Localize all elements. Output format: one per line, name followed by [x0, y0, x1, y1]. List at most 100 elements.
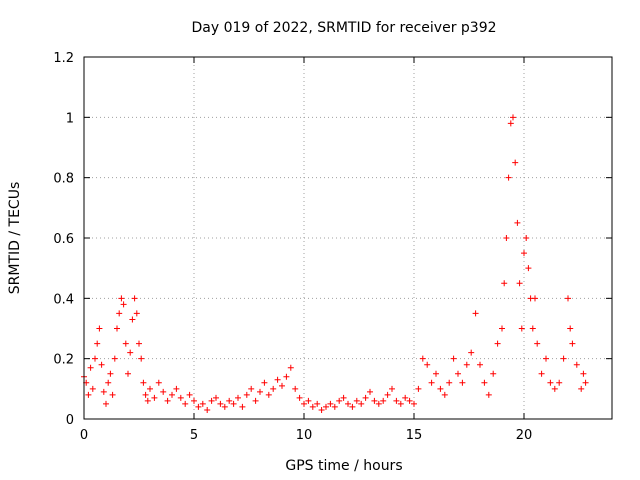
data-point [336, 397, 343, 404]
data-point [274, 376, 281, 383]
data-point [472, 310, 479, 317]
data-point [105, 379, 112, 386]
data-point [292, 385, 299, 392]
data-point [85, 391, 92, 398]
data-point [127, 349, 134, 356]
data-point [371, 397, 378, 404]
data-point [204, 406, 211, 413]
data-point [353, 397, 360, 404]
data-point [96, 325, 103, 332]
data-point [437, 385, 444, 392]
data-point [345, 400, 351, 407]
data-point [89, 385, 96, 392]
data-point [485, 391, 492, 398]
data-point [261, 379, 268, 386]
data-point [186, 391, 193, 398]
data-point [523, 235, 530, 241]
data-point [525, 265, 532, 272]
data-point [406, 397, 413, 404]
data-point [358, 400, 365, 407]
data-point [477, 361, 483, 368]
data-point [239, 403, 246, 410]
data-point [573, 361, 580, 368]
data-point [560, 355, 567, 362]
chart-title: Day 019 of 2022, SRMTID for receiver p39… [191, 20, 496, 36]
data-point [235, 394, 241, 401]
data-point [283, 373, 290, 380]
data-point [510, 114, 516, 121]
data-point [362, 394, 369, 401]
data-point [92, 355, 98, 362]
data-point [118, 295, 125, 302]
y-axis-label: SRMTID / TECUs [7, 182, 23, 295]
data-point [419, 355, 426, 362]
data-point [556, 379, 563, 386]
data-point [116, 310, 123, 317]
data-point [534, 340, 541, 347]
data-point [582, 379, 589, 386]
data-point [538, 370, 545, 377]
data-point [169, 391, 175, 398]
data-point [501, 280, 508, 287]
data-point [518, 325, 525, 332]
data-point [481, 379, 488, 386]
data-point [468, 349, 475, 356]
data-point [397, 400, 404, 407]
data-point [323, 403, 329, 410]
x-tick-label: 5 [190, 428, 198, 443]
data-point [87, 364, 94, 371]
data-point [199, 400, 206, 407]
data-point [499, 325, 505, 332]
data-point [446, 379, 453, 386]
data-point [279, 382, 285, 389]
y-tick-label: 1.2 [53, 51, 74, 66]
data-point [301, 400, 307, 407]
data-point [503, 235, 510, 241]
data-point [428, 379, 435, 386]
data-point [109, 391, 116, 398]
data-point [514, 219, 521, 226]
data-point [287, 364, 294, 371]
data-point [521, 250, 527, 257]
x-tick-label: 10 [296, 428, 313, 443]
data-point [147, 385, 153, 392]
data-point [142, 391, 149, 398]
data-point [208, 397, 215, 404]
data-point [265, 391, 272, 398]
data-point [402, 394, 409, 401]
data-point [136, 340, 142, 347]
data-point [367, 388, 373, 395]
data-point [331, 403, 338, 410]
data-point [393, 397, 400, 404]
data-point [389, 385, 395, 392]
data-point [155, 379, 162, 386]
data-point [103, 400, 109, 407]
data-point [441, 391, 448, 398]
data-point [160, 388, 167, 395]
data-point [318, 406, 325, 413]
grid-layer [84, 57, 612, 419]
data-point [507, 120, 514, 127]
y-tick-label: 0.2 [53, 353, 74, 368]
data-point [221, 403, 228, 410]
data-point [107, 370, 114, 377]
data-point [138, 355, 145, 362]
data-point [415, 385, 422, 392]
data-point [230, 400, 237, 407]
x-tick-label: 20 [516, 428, 533, 443]
data-point [567, 325, 574, 332]
x-tick-label: 15 [406, 428, 423, 443]
data-points [81, 114, 589, 413]
data-point [98, 361, 105, 368]
data-point [494, 340, 501, 347]
data-point [450, 355, 457, 362]
y-tick-label: 0 [66, 413, 74, 428]
data-point [314, 400, 321, 407]
data-point [380, 397, 387, 404]
data-point [114, 325, 120, 332]
data-point [532, 295, 538, 302]
data-point [459, 379, 466, 386]
data-point [309, 403, 316, 410]
data-point [547, 379, 554, 386]
data-point [217, 400, 224, 407]
